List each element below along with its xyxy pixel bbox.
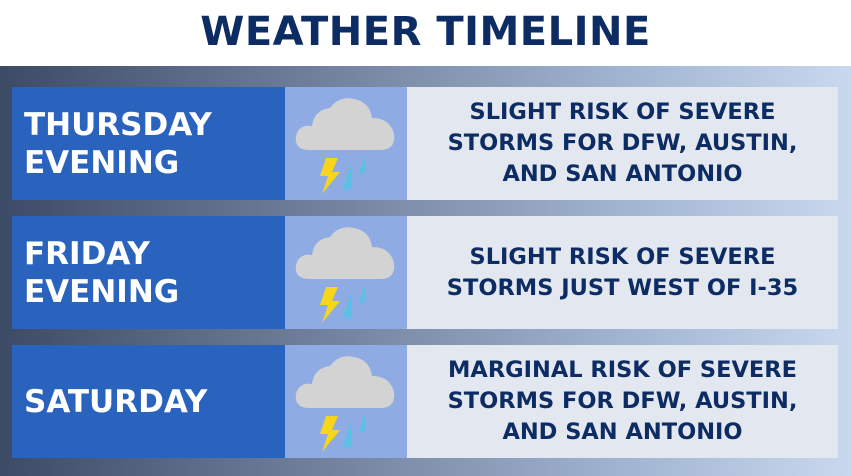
risk-description: MARGINAL RISK OF SEVERE STORMS FOR DFW, …	[407, 345, 838, 458]
timeline-row-friday: FRIDAY EVENING SLIGHT RISK OF SEVERE STO…	[12, 216, 838, 329]
timeline-row-saturday: SATURDAY MARGINAL RISK OF SEVERE STORMS …	[12, 345, 838, 458]
risk-description: SLIGHT RISK OF SEVERE STORMS FOR DFW, AU…	[407, 87, 838, 200]
timeline-row-thursday: THURSDAY EVENING SLIGHT RISK OF SEVERE S…	[12, 87, 838, 200]
thunderstorm-icon	[285, 216, 407, 329]
thunderstorm-icon	[285, 87, 407, 200]
risk-description: SLIGHT RISK OF SEVERE STORMS JUST WEST O…	[407, 216, 838, 329]
page-title: WEATHER TIMELINE	[0, 0, 851, 66]
day-label: FRIDAY EVENING	[12, 216, 285, 329]
day-label: THURSDAY EVENING	[12, 87, 285, 200]
thunderstorm-icon	[285, 345, 407, 458]
day-label: SATURDAY	[12, 345, 285, 458]
